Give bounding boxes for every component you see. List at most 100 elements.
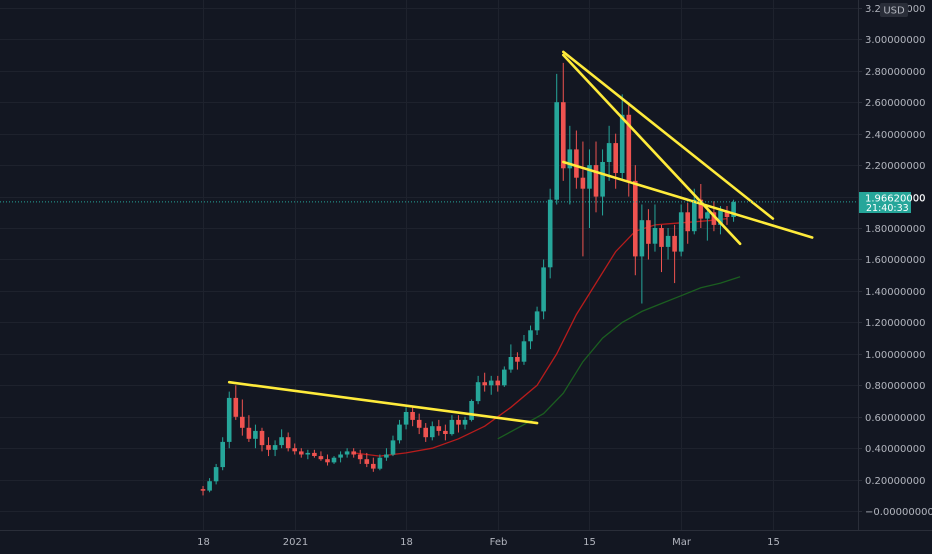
time-tick-label: 2021	[283, 537, 308, 548]
candle-up	[554, 73, 559, 205]
candle-down	[580, 141, 586, 257]
price-tick-label: 1.60000000	[865, 255, 925, 266]
candle-body	[502, 369, 507, 386]
price-tick-label: 2.60000000	[865, 98, 925, 109]
candle-body	[488, 380, 494, 386]
candle-down	[482, 372, 487, 392]
candle-body	[200, 489, 206, 491]
candle-body	[547, 199, 553, 268]
countdown-label: 21:40:33	[866, 203, 909, 214]
candle-body	[299, 451, 304, 455]
ma-slow-line	[497, 276, 741, 440]
candle-up	[665, 228, 671, 260]
candle-up	[534, 306, 540, 335]
price-tick-label: 2.20000000	[865, 161, 925, 172]
candle-body	[384, 454, 389, 458]
candle-up	[502, 366, 507, 387]
trendlines-layer	[227, 50, 814, 425]
candle-down	[659, 224, 664, 273]
candle-body	[724, 210, 730, 217]
candle-body	[410, 412, 415, 420]
candle-down	[672, 224, 677, 284]
candle-body	[475, 382, 481, 402]
candle-body	[528, 330, 533, 342]
candle-up	[731, 199, 736, 222]
candle-up	[226, 391, 232, 449]
candle-up	[508, 344, 514, 373]
candle-body	[495, 380, 501, 386]
candle-up	[207, 478, 212, 493]
candle-body	[534, 311, 540, 331]
candle-body	[397, 424, 402, 441]
candle-down	[685, 202, 690, 244]
candle-down	[698, 184, 704, 229]
time-tick-label: Mar	[672, 537, 692, 548]
price-tick-label: 0.60000000	[865, 413, 925, 424]
candle-body	[587, 165, 592, 189]
time-tick-label: 15	[583, 537, 596, 548]
candle-up	[397, 419, 402, 444]
candle-body	[678, 212, 684, 252]
trendline[interactable]	[561, 53, 742, 246]
candle-body	[226, 397, 232, 442]
trendline[interactable]	[227, 380, 539, 425]
candle-up	[606, 125, 612, 181]
candle-body	[593, 165, 599, 197]
candle-up	[462, 416, 468, 430]
candle-body	[541, 267, 546, 312]
candle-body	[685, 212, 690, 232]
candle-body	[449, 419, 455, 435]
candle-up	[272, 440, 278, 457]
candle-body	[580, 177, 586, 189]
candle-up	[619, 94, 625, 181]
price-tick-label: 1.80000000	[865, 224, 925, 235]
candle-down	[371, 457, 376, 472]
trendline[interactable]	[561, 160, 814, 239]
candle-body	[207, 481, 212, 491]
candle-body	[665, 235, 671, 247]
candle-up	[430, 421, 435, 441]
candle-body	[312, 452, 317, 456]
candle-body	[639, 220, 645, 257]
currency-label: USD	[883, 6, 905, 17]
candle-down	[443, 424, 448, 441]
candle-down	[574, 130, 579, 189]
candle-body	[357, 454, 363, 460]
candle-body	[213, 467, 219, 482]
price-tick-label: 2.80000000	[865, 67, 925, 78]
candle-up	[390, 435, 396, 457]
candle-body	[285, 437, 291, 449]
candle-body	[659, 228, 664, 247]
candle-up	[469, 399, 474, 422]
candle-down	[233, 385, 239, 420]
candle-down	[410, 407, 415, 427]
candle-up	[279, 429, 284, 449]
candle-body	[240, 416, 245, 428]
candle-down	[292, 443, 297, 455]
trendline[interactable]	[561, 50, 775, 220]
price-tick-label: 2.40000000	[865, 130, 925, 141]
candle-body	[220, 441, 225, 468]
candle-down	[456, 415, 461, 433]
candle-down	[495, 375, 501, 392]
candle-body	[246, 427, 252, 439]
candle-down	[200, 485, 206, 496]
price-tick-label: 1.00000000	[865, 350, 925, 361]
time-tick-label: Feb	[490, 537, 508, 548]
candle-up	[528, 325, 533, 350]
candle-down	[515, 352, 520, 370]
candle-body	[619, 114, 625, 173]
candle-body	[456, 419, 461, 425]
currency-badge[interactable]: USD	[880, 3, 908, 17]
candle-down	[312, 449, 317, 458]
candle-body	[390, 440, 396, 455]
price-tick-label: 0.80000000	[865, 381, 925, 392]
price-tick-label: 0.20000000	[865, 476, 925, 487]
candle-body	[371, 463, 376, 469]
time-tick-label: 15	[767, 537, 780, 548]
candle-up	[475, 375, 481, 405]
candle-body	[325, 459, 330, 463]
candle-body	[272, 445, 278, 450]
